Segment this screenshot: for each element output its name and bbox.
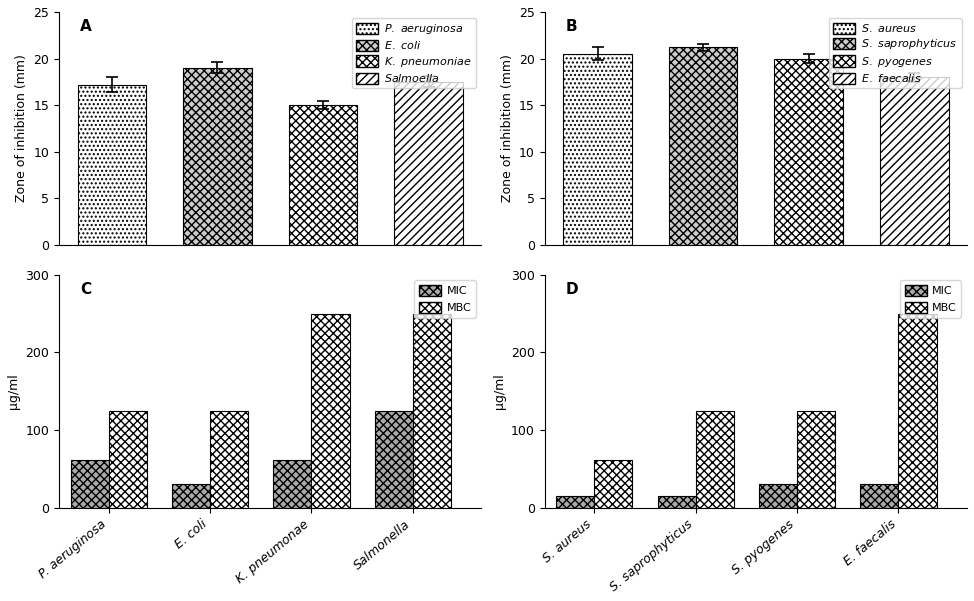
Bar <box>860 484 898 508</box>
Bar <box>898 314 937 508</box>
Y-axis label: µg/ml: µg/ml <box>7 373 19 409</box>
Bar <box>413 314 451 508</box>
Bar <box>556 496 594 508</box>
Bar <box>394 82 463 245</box>
Bar <box>78 85 146 245</box>
Bar <box>70 460 109 508</box>
Text: C: C <box>80 282 92 297</box>
Bar <box>657 496 695 508</box>
Legend: MIC, MBC: MIC, MBC <box>415 280 476 318</box>
Bar <box>695 410 733 508</box>
Bar <box>594 460 632 508</box>
Bar <box>109 410 147 508</box>
Bar <box>797 410 835 508</box>
Text: A: A <box>80 19 92 34</box>
Text: B: B <box>566 19 578 34</box>
Bar <box>171 484 210 508</box>
Y-axis label: Zone of inhibition (mm): Zone of inhibition (mm) <box>15 55 28 203</box>
Bar <box>669 47 737 245</box>
Bar <box>774 58 843 245</box>
Legend: MIC, MBC: MIC, MBC <box>900 280 961 318</box>
Y-axis label: Zone of inhibition (mm): Zone of inhibition (mm) <box>501 55 513 203</box>
Bar <box>375 410 413 508</box>
Bar <box>759 484 797 508</box>
Bar <box>183 68 252 245</box>
Legend: $\it{S.\ aureus}$, $\it{S.\ saprophyticus}$, $\it{S.\ pyogenes}$, $\it{E.\ faeca: $\it{S.\ aureus}$, $\it{S.\ saprophyticu… <box>829 17 961 88</box>
Bar <box>312 314 350 508</box>
Bar <box>210 410 248 508</box>
Bar <box>274 460 312 508</box>
Text: D: D <box>566 282 579 297</box>
Legend: $\it{P.\ aeruginosa}$, $\it{E.\ coli}$, $\it{K.\ pneumoniae}$, $\it{Salmoella}$: $\it{P.\ aeruginosa}$, $\it{E.\ coli}$, … <box>352 17 476 88</box>
Bar <box>563 54 632 245</box>
Bar <box>288 105 357 245</box>
Bar <box>880 78 949 245</box>
Y-axis label: µg/ml: µg/ml <box>493 373 506 409</box>
